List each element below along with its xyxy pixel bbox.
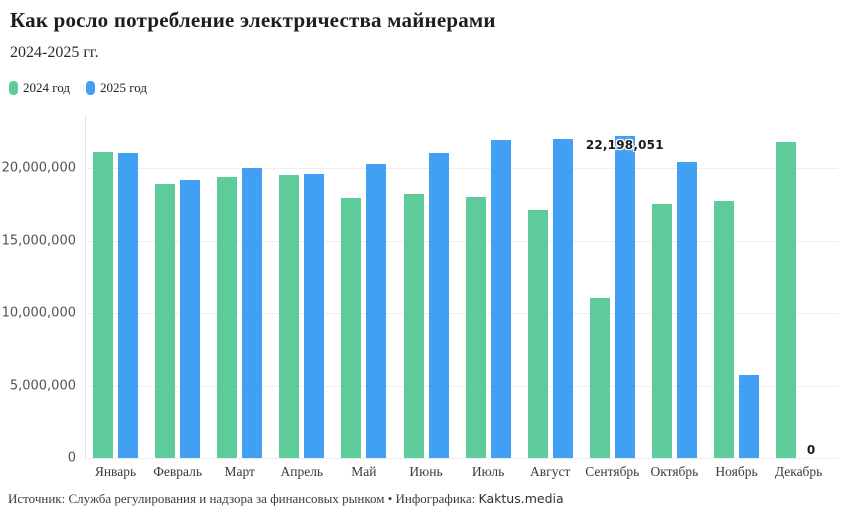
y-axis-line <box>85 115 86 458</box>
x-label-Сентябрь: Сентябрь <box>585 464 640 479</box>
gridline-10000000 <box>85 313 838 314</box>
bar-2024-год-Май[interactable] <box>341 198 362 458</box>
legend-label: 2025 год <box>100 80 147 95</box>
legend-item-2024-год: 2024 год <box>9 80 70 96</box>
footer: Источник: Служба регулирования и надзора… <box>8 491 838 507</box>
bar-value-label-Сентябрь: 22,198,051 <box>585 138 664 152</box>
bar-2025-год-Июнь[interactable] <box>428 153 449 458</box>
bar-2025-год-Март[interactable] <box>242 168 263 458</box>
x-label-Ноябрь: Ноябрь <box>715 464 758 479</box>
bar-2024-год-Август[interactable] <box>527 210 548 458</box>
legend-label: 2024 год <box>23 80 70 95</box>
x-label-Август: Август <box>530 464 571 479</box>
bar-2024-год-Октябрь[interactable] <box>651 204 672 458</box>
gridline-0 <box>85 458 838 459</box>
bar-2024-год-Январь[interactable] <box>93 152 113 458</box>
bar-value-label-Декабрь: 0 <box>806 443 816 457</box>
bar-2025-год-Апрель[interactable] <box>304 174 325 458</box>
legend-item-2025-год: 2025 год <box>86 80 147 96</box>
y-tick-label-0: 0 <box>67 450 76 466</box>
gridline-5000000 <box>85 386 838 387</box>
page-title: Как росло потребление электричества майн… <box>10 8 496 32</box>
bar-2024-год-Март[interactable] <box>217 177 238 458</box>
y-tick-label-15000000: 15,000,000 <box>1 233 76 249</box>
x-label-Январь: Январь <box>94 464 137 479</box>
page-subtitle: 2024-2025 гг. <box>10 44 99 61</box>
bar-2025-год-Январь[interactable] <box>118 153 138 458</box>
y-tick-label-20000000: 20,000,000 <box>1 160 76 176</box>
x-label-Май: Май <box>351 464 377 479</box>
x-label-Июнь: Июнь <box>409 464 443 479</box>
bar-2025-год-Май[interactable] <box>366 164 387 458</box>
bar-2025-год-Октябрь[interactable] <box>676 162 697 458</box>
brand-label: Kaktus.media <box>478 491 564 506</box>
bar-2024-год-Февраль[interactable] <box>155 184 176 458</box>
bar-2024-год-Декабрь[interactable] <box>776 142 797 458</box>
x-label-Декабрь: Декабрь <box>774 464 823 479</box>
x-label-Февраль: Февраль <box>153 464 202 479</box>
bar-2024-год-Ноябрь[interactable] <box>714 201 734 458</box>
bar-2024-год-Июль[interactable] <box>465 197 486 458</box>
x-label-Март: Март <box>224 464 255 479</box>
x-label-Октябрь: Октябрь <box>650 464 699 479</box>
bar-2024-год-Июнь[interactable] <box>403 194 424 458</box>
bar-2025-год-Август[interactable] <box>552 139 573 458</box>
footer-source: Источник: Служба регулирования и надзора… <box>8 491 479 506</box>
bar-2025-год-Февраль[interactable] <box>180 180 201 458</box>
bar-2025-год-Июль[interactable] <box>490 140 511 458</box>
legend-swatch-2024 <box>9 81 18 95</box>
bar-2024-год-Сентябрь[interactable] <box>589 298 610 458</box>
legend-swatch-2025 <box>86 81 95 95</box>
legend: 2024 год 2025 год <box>9 80 147 96</box>
bar-2025-год-Сентябрь[interactable] <box>614 136 635 458</box>
gridline-20000000 <box>85 168 838 169</box>
bar-2025-год-Ноябрь[interactable] <box>739 375 759 458</box>
y-tick-label-10000000: 10,000,000 <box>1 305 76 321</box>
plot-area: 0 5,000,000 10,000,000 15,000,000 20,000,000… <box>2 115 838 479</box>
y-tick-label-5000000: 5,000,000 <box>9 378 76 394</box>
x-label-Апрель: Апрель <box>280 464 324 479</box>
gridline-15000000 <box>85 241 838 242</box>
x-label-Июль: Июль <box>471 464 505 479</box>
bar-2024-год-Апрель[interactable] <box>279 175 300 458</box>
